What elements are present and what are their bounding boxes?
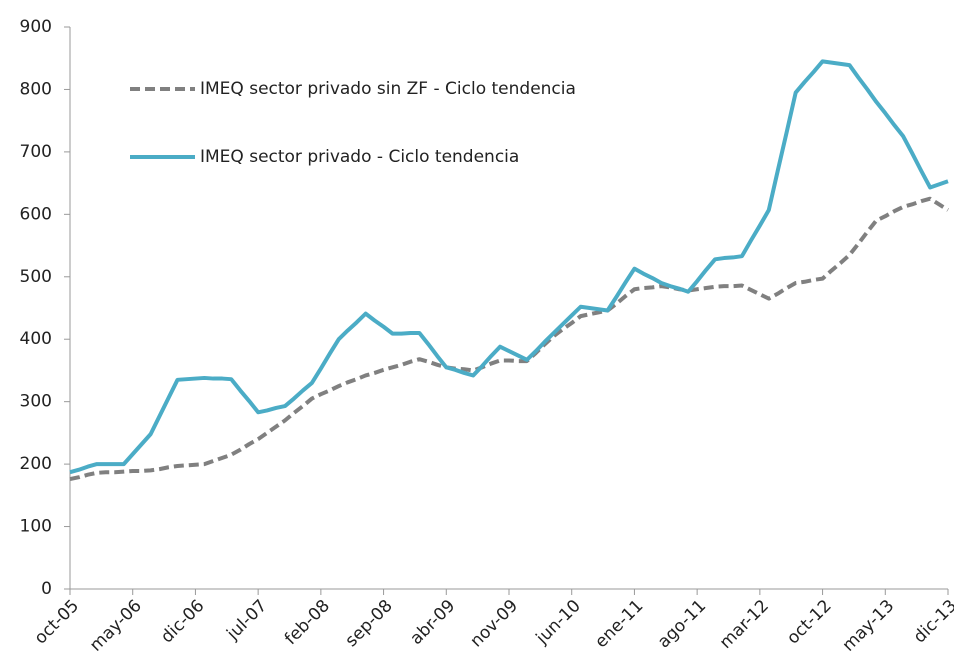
x-tick-label: jul-07 bbox=[222, 596, 271, 645]
x-tick-label: mar-12 bbox=[716, 596, 773, 653]
y-tick-label: 700 bbox=[20, 142, 52, 162]
y-tick-label: 0 bbox=[41, 579, 52, 599]
y-tick-label: 100 bbox=[20, 517, 52, 537]
legend-label: IMEQ sector privado - Ciclo tendencia bbox=[200, 147, 519, 167]
y-tick-label: 200 bbox=[20, 454, 52, 474]
x-tick-label: may-13 bbox=[839, 596, 899, 656]
y-tick-label: 400 bbox=[20, 329, 52, 349]
series-line bbox=[69, 196, 950, 482]
x-tick-label: dic-13 bbox=[910, 596, 954, 647]
y-tick-label: 300 bbox=[20, 392, 52, 412]
x-tick-label: jun-10 bbox=[532, 596, 585, 649]
y-tick-label: 600 bbox=[20, 204, 52, 224]
y-tick-label: 500 bbox=[20, 267, 52, 287]
x-tick-label: ene-11 bbox=[591, 596, 647, 652]
x-tick-label: feb-08 bbox=[281, 596, 334, 649]
x-tick-label: sep-08 bbox=[342, 596, 397, 651]
x-tick-label: oct-12 bbox=[783, 596, 835, 648]
x-tick-label: dic-06 bbox=[157, 596, 208, 647]
y-tick-label: 900 bbox=[20, 17, 52, 37]
y-tick-label: 800 bbox=[20, 79, 52, 99]
x-tick-label: abr-09 bbox=[406, 596, 459, 649]
series-line bbox=[69, 59, 949, 475]
x-tick-label: nov-09 bbox=[467, 596, 523, 652]
x-tick-label: may-06 bbox=[86, 596, 146, 656]
legend-label: IMEQ sector privado sin ZF - Ciclo tende… bbox=[200, 79, 576, 99]
x-tick-label: ago-11 bbox=[654, 596, 710, 652]
x-tick-label: oct-05 bbox=[31, 596, 83, 648]
